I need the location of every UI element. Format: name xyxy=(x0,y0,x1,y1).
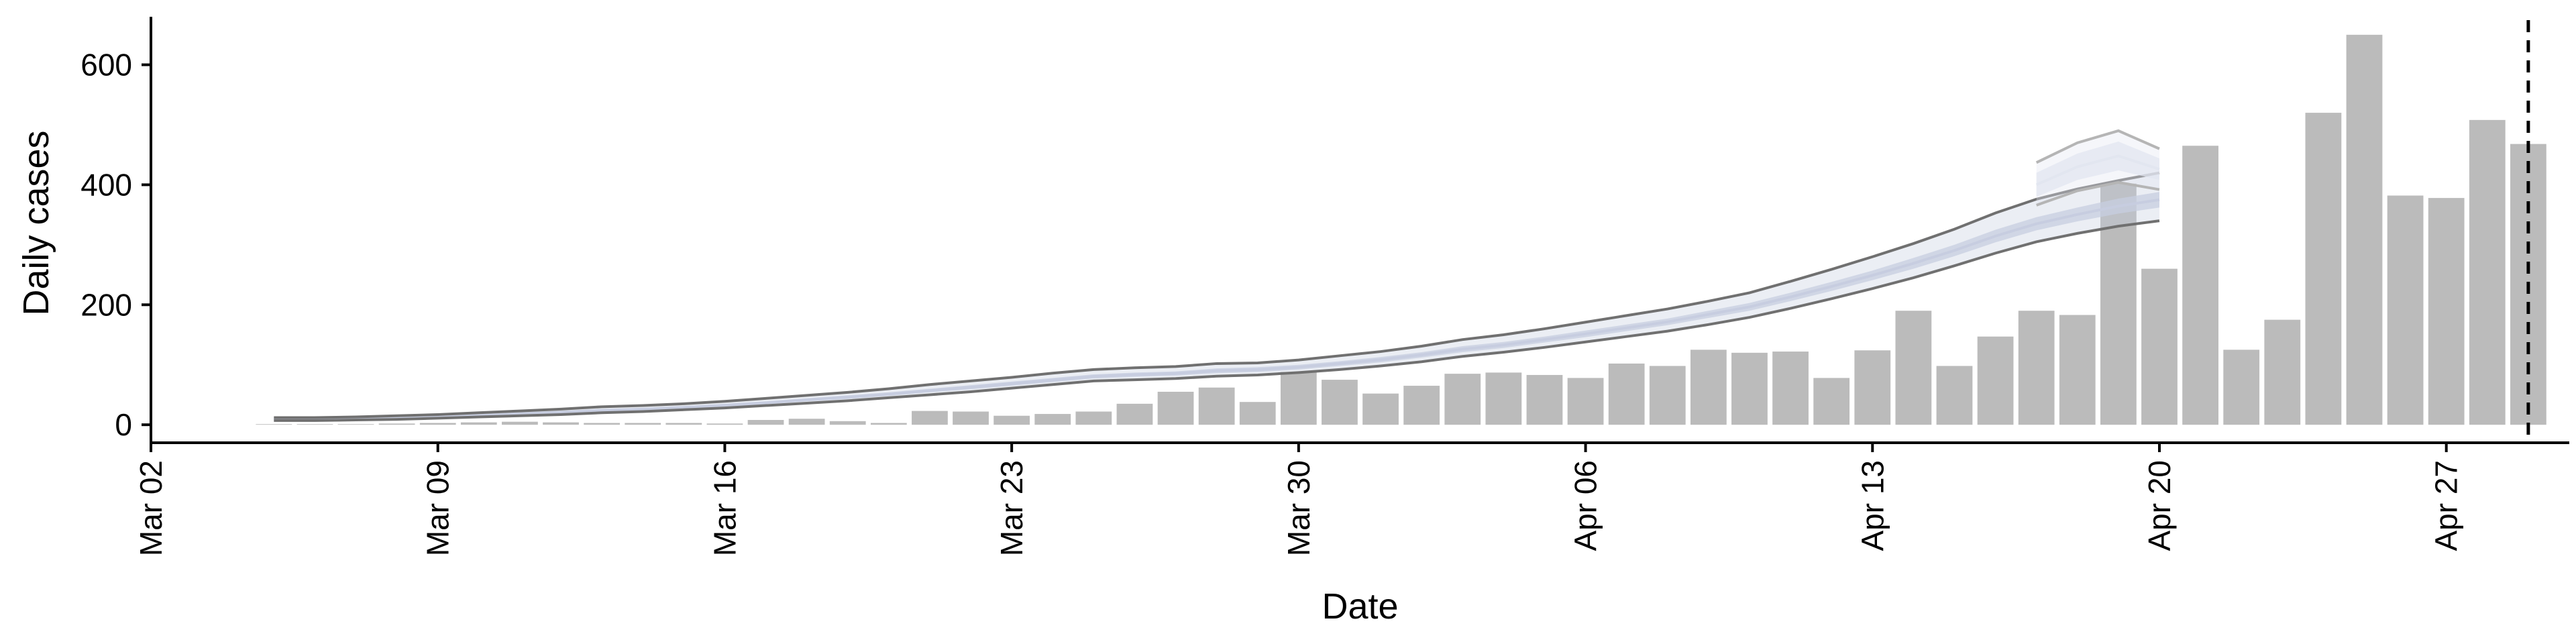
bar xyxy=(747,420,784,425)
bar xyxy=(2223,350,2260,425)
x-tick-label: Mar 30 xyxy=(1281,460,1316,556)
bar xyxy=(912,411,948,425)
bar xyxy=(1526,374,1563,425)
x-tick-label: Apr 13 xyxy=(1855,460,1890,551)
bar xyxy=(2346,34,2383,425)
bar xyxy=(953,411,989,425)
bar xyxy=(297,424,333,425)
bar xyxy=(2305,113,2342,425)
bar xyxy=(1322,380,1358,425)
projection-series xyxy=(2035,129,2160,207)
projection-median-line xyxy=(2035,154,2160,186)
projection-lower-line xyxy=(2036,180,2160,207)
bar xyxy=(1157,391,1194,425)
x-axis-title: Date xyxy=(1322,586,1398,627)
bar xyxy=(1977,336,2014,425)
bar xyxy=(1936,366,1973,425)
bar xyxy=(2387,195,2424,425)
bar xyxy=(1608,363,1645,425)
bar xyxy=(1567,378,1604,425)
bar xyxy=(502,421,538,425)
bar xyxy=(1075,411,1112,425)
bar xyxy=(256,424,292,425)
bar xyxy=(1116,403,1153,425)
forecast-median-line xyxy=(274,198,2160,421)
x-tick-label: Apr 06 xyxy=(1568,460,1603,551)
y-axis-ticks: 0 200 400 600 xyxy=(80,48,151,442)
bar xyxy=(1690,350,1727,425)
bar-series xyxy=(256,34,2546,425)
forecast-series xyxy=(274,171,2160,422)
bar xyxy=(2469,119,2506,425)
bar xyxy=(665,423,702,425)
bar xyxy=(419,423,456,425)
y-tick-label: 200 xyxy=(80,287,132,322)
bar xyxy=(2264,319,2301,425)
bar xyxy=(1198,387,1235,425)
forecast-upper-line xyxy=(274,171,2160,419)
y-tick-label: 0 xyxy=(115,407,132,442)
x-tick-label: Apr 27 xyxy=(2429,460,2464,551)
bar xyxy=(1444,374,1481,425)
x-tick-label: Mar 09 xyxy=(421,460,455,556)
y-tick-label: 600 xyxy=(80,48,132,83)
bar xyxy=(460,422,497,425)
bar xyxy=(1772,352,1809,425)
bar xyxy=(994,415,1030,425)
projection-band-50 xyxy=(2036,142,2159,197)
bar xyxy=(1485,372,1522,425)
y-axis-title: Daily cases xyxy=(16,130,56,315)
bar xyxy=(1731,352,1768,425)
bar xyxy=(2018,311,2055,425)
bar xyxy=(337,424,374,425)
bar xyxy=(1403,386,1440,425)
bar xyxy=(1362,393,1399,425)
bar xyxy=(706,423,743,425)
bar xyxy=(1813,378,1850,425)
bar xyxy=(870,423,907,425)
axes xyxy=(150,17,2569,444)
bar xyxy=(543,422,579,425)
bar xyxy=(1280,372,1317,425)
x-tick-label: Apr 20 xyxy=(2142,460,2177,551)
x-axis-ticks: Mar 02 Mar 09 Mar 16 Mar 23 Mar 30 Apr 06 Apr … xyxy=(133,443,2464,556)
bar xyxy=(788,419,825,425)
bar xyxy=(625,423,661,425)
bar xyxy=(1895,311,1932,425)
bar xyxy=(2182,146,2218,425)
bar xyxy=(584,423,620,425)
bar xyxy=(1649,366,1686,425)
bar xyxy=(1239,402,1276,425)
forecast-lower-line xyxy=(274,219,2160,422)
y-tick-label: 400 xyxy=(80,167,132,202)
bar xyxy=(2141,268,2178,425)
bar xyxy=(1854,350,1891,425)
bar xyxy=(1034,414,1071,425)
bar xyxy=(829,421,866,425)
x-tick-label: Mar 23 xyxy=(994,460,1029,556)
bar xyxy=(2059,315,2096,425)
projection-upper-line xyxy=(2035,129,2160,164)
x-tick-label: Mar 02 xyxy=(133,460,168,556)
bar xyxy=(2428,198,2465,425)
bar xyxy=(378,423,415,425)
x-tick-label: Mar 16 xyxy=(707,460,742,556)
